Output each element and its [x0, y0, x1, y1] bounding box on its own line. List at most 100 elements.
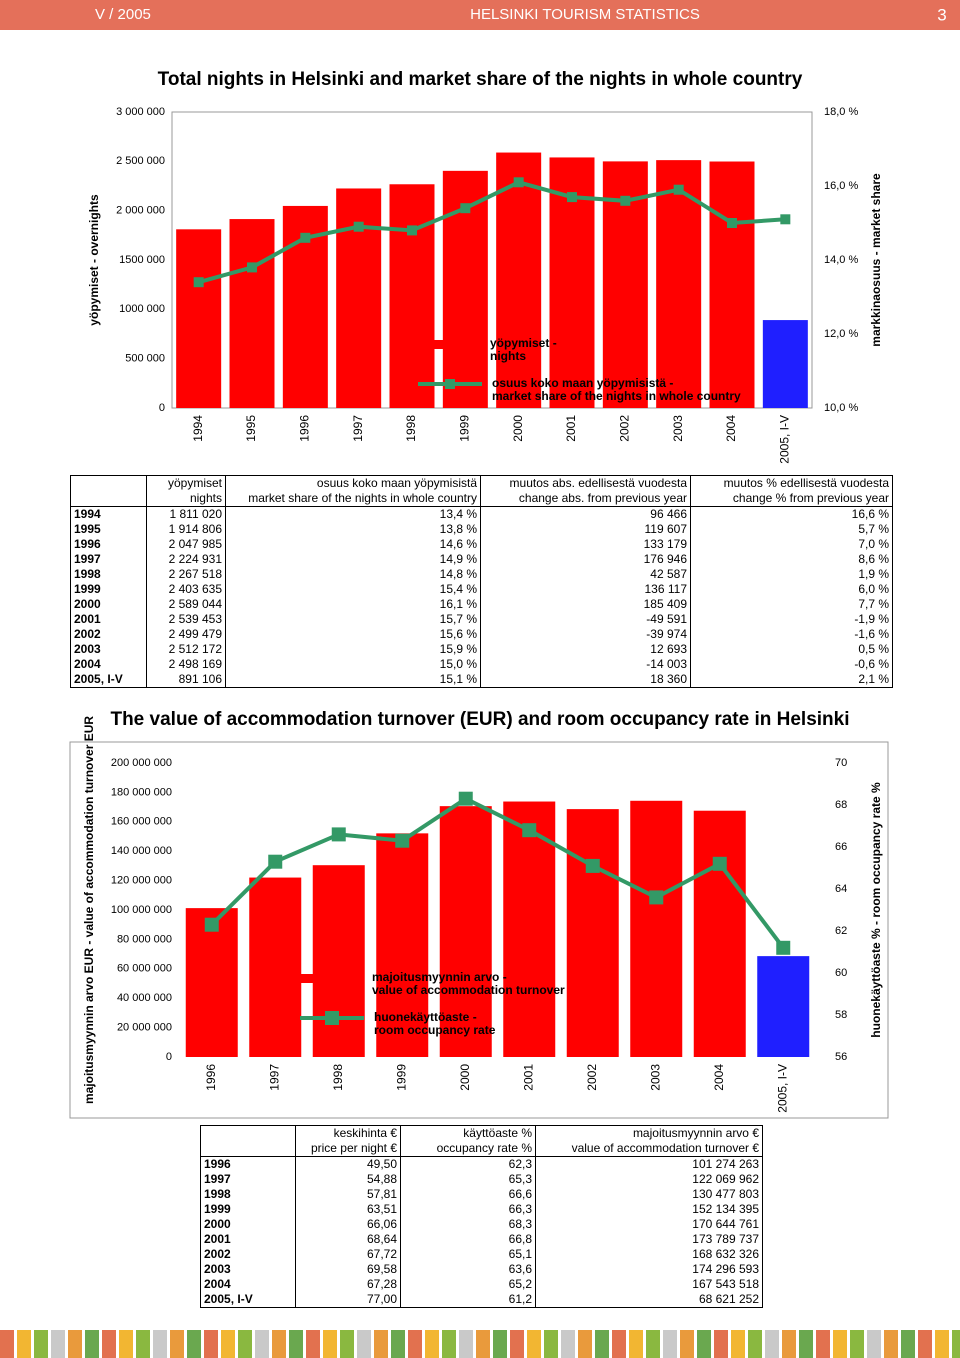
footer-decoration [0, 1330, 960, 1358]
table-cell: -49 591 [480, 612, 691, 627]
table-cell: 1 914 806 [146, 522, 226, 537]
line-marker [458, 791, 473, 806]
y-axis-title: yöpymiset - overnights [87, 194, 101, 326]
row-year: 2001 [70, 612, 147, 627]
chart-title: Total nights in Helsinki and market shar… [158, 69, 803, 90]
table-cell: 2 512 172 [146, 642, 226, 657]
table-cell: 2 267 518 [146, 567, 226, 582]
bar [709, 161, 755, 408]
bar [249, 877, 302, 1057]
table-cell: 2 403 635 [146, 582, 226, 597]
chart-title: The value of accommodation turnover (EUR… [110, 709, 849, 730]
table-row: 2000 66,06 68,3 170 644 761 [200, 1217, 763, 1232]
y2-tick-label: 10,0 % [824, 402, 858, 414]
column-header: change abs. from previous year [480, 491, 691, 507]
table-cell: 891 106 [146, 672, 226, 688]
table-cell: 15,1 % [225, 672, 481, 688]
x-tick-label: 1997 [351, 415, 365, 442]
y-tick-label: 0 [166, 1051, 172, 1063]
table-cell: 173 789 737 [535, 1232, 763, 1247]
table-cell: 65,2 [400, 1277, 536, 1292]
table-cell: 54,88 [295, 1172, 401, 1187]
header-issue: V / 2005 [95, 6, 151, 23]
row-year: 1999 [200, 1202, 296, 1217]
y-tick-label: 100 000 000 [111, 904, 172, 916]
column-header: keskihinta € [295, 1125, 401, 1141]
table-cell: 49,50 [295, 1156, 401, 1172]
x-tick-label: 2002 [618, 415, 632, 442]
y-tick-label: 120 000 000 [111, 875, 172, 887]
x-tick-label: 2001 [564, 415, 578, 442]
x-tick-label: 2005, I-V [775, 1064, 789, 1113]
table-cell: 168 632 326 [535, 1247, 763, 1262]
table-row: 1999 2 403 635 15,4 % 136 117 6,0 % [70, 582, 893, 597]
table-cell: -39 974 [480, 627, 691, 642]
row-year: 2000 [70, 597, 147, 612]
table-row: 1996 2 047 985 14,6 % 133 179 7,0 % [70, 537, 893, 552]
y2-tick-label: 68 [835, 799, 847, 811]
row-year: 2002 [200, 1247, 296, 1262]
y-tick-label: 60 000 000 [117, 963, 172, 975]
line [210, 796, 785, 950]
table-row: 1998 57,81 66,6 130 477 803 [200, 1187, 763, 1202]
table-cell: 133 179 [480, 537, 691, 552]
column-header: muutos abs. edellisestä vuodesta [480, 475, 691, 491]
header-row: price per night € occupancy rate % value o… [200, 1141, 763, 1157]
table-cell: 16,6 % [690, 506, 893, 522]
line-marker [673, 184, 684, 195]
line-marker [395, 833, 410, 848]
column-header: käyttöaste % [400, 1125, 536, 1141]
table-cell: 185 409 [480, 597, 691, 612]
y-tick-label: 1500 000 [119, 254, 165, 266]
line-marker [780, 214, 791, 225]
legend-swatch [300, 974, 360, 983]
line-marker [776, 940, 791, 955]
row-year: 2002 [70, 627, 147, 642]
column-header: change % from previous year [690, 491, 893, 507]
table-cell: 122 069 962 [535, 1172, 763, 1187]
table-cell: 69,58 [295, 1262, 401, 1277]
column-header: price per night € [295, 1141, 401, 1157]
row-year: 1996 [70, 537, 147, 552]
table-cell: 15,7 % [225, 612, 481, 627]
x-tick-label: 2002 [585, 1064, 599, 1091]
x-tick-label: 1999 [394, 1064, 408, 1091]
table-row: 2005, I-V 891 106 15,1 % 18 360 2,1 % [70, 672, 893, 688]
row-year: 2003 [70, 642, 147, 657]
x-tick-label: 1994 [191, 415, 205, 442]
table-cell: 66,8 [400, 1232, 536, 1247]
row-year: 2001 [200, 1232, 296, 1247]
table-row: 2004 67,28 65,2 167 543 518 [200, 1277, 763, 1292]
line-marker [727, 218, 737, 228]
bar [376, 833, 429, 1057]
y2-tick-label: 70 [835, 757, 847, 769]
table-cell: 96 466 [480, 506, 691, 522]
table-row: 1994 1 811 020 13,4 % 96 466 16,6 % [70, 506, 893, 522]
table-cell: 65,1 [400, 1247, 536, 1262]
bar [566, 809, 619, 1057]
bar [630, 800, 683, 1057]
column-header [200, 1125, 296, 1141]
column-header: yöpymiset [146, 475, 226, 491]
y2-tick-label: 58 [835, 1009, 847, 1021]
y-tick-label: 140 000 000 [111, 845, 172, 857]
table-cell: 65,3 [400, 1172, 536, 1187]
row-year: 1995 [70, 522, 147, 537]
column-header [200, 1141, 296, 1157]
table-row: 1997 2 224 931 14,9 % 176 946 8,6 % [70, 552, 893, 567]
table-cell: 2 539 453 [146, 612, 226, 627]
x-tick-label: 2004 [724, 415, 738, 442]
column-header: value of accommodation turnover € [535, 1141, 763, 1157]
table-cell: 1 811 020 [146, 506, 226, 522]
table-cell: 14,6 % [225, 537, 481, 552]
y2-axis-title: huonekäyttöaste % - room occupancy rate … [869, 782, 883, 1038]
y2-tick-label: 60 [835, 967, 847, 979]
table-cell: 13,8 % [225, 522, 481, 537]
y2-tick-label: 14,0 % [824, 254, 858, 266]
table-cell: 68 621 252 [535, 1292, 763, 1308]
table-cell: 1,9 % [690, 567, 893, 582]
table-cell: 63,6 [400, 1262, 536, 1277]
table-cell: 18 360 [480, 672, 691, 688]
table-cell: 0,5 % [690, 642, 893, 657]
line-marker [585, 858, 600, 873]
